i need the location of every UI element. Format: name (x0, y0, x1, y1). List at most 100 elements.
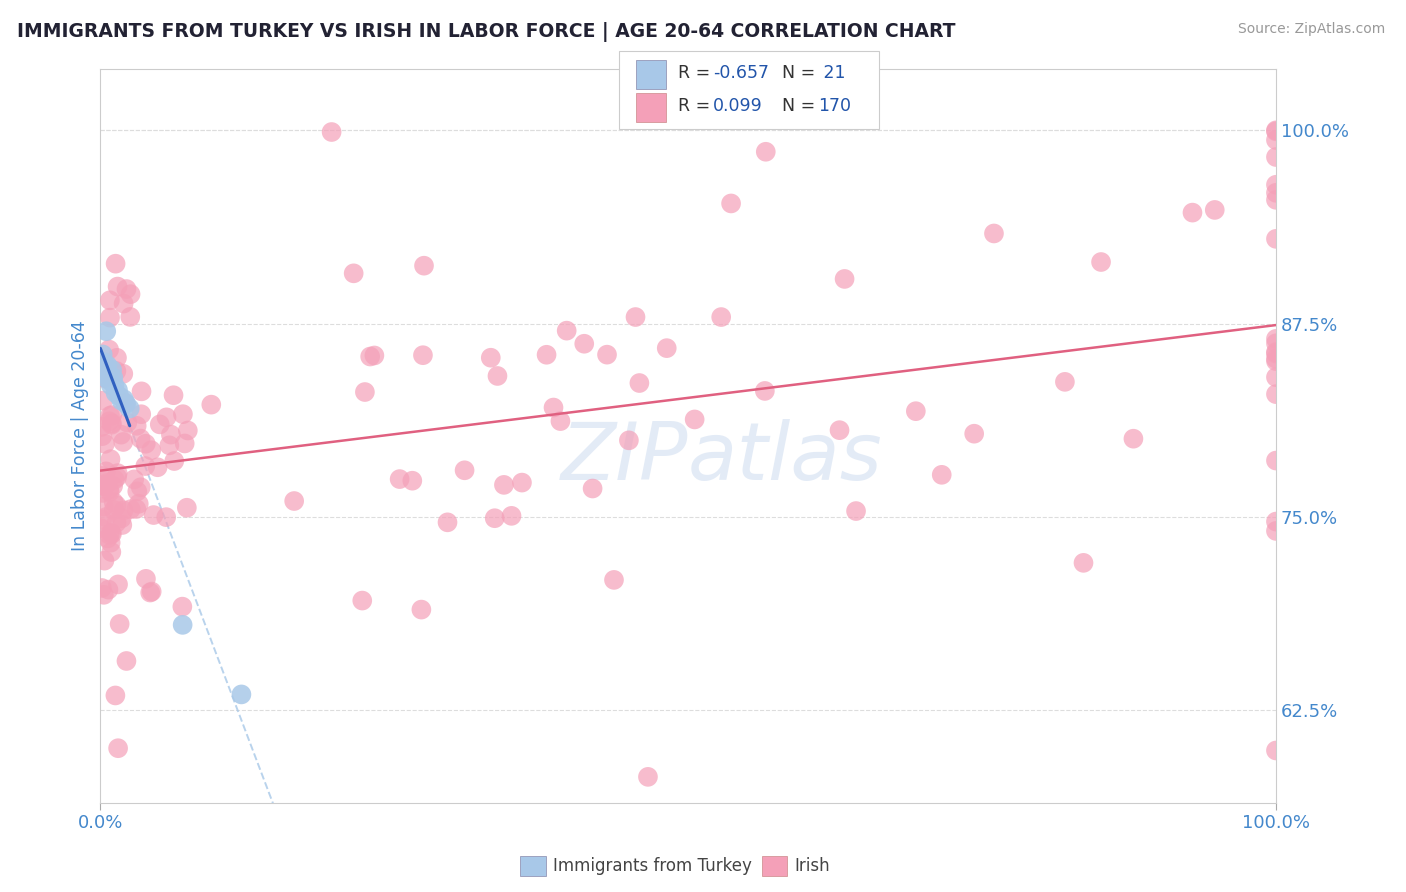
Point (93, 358, 115, 372)
Point (125, 418, 148, 433)
Point (484, 511, 506, 525)
Point (536, 348, 558, 362)
Point (98, 310, 121, 325)
Point (146, 460, 169, 475)
Point (93, 355, 115, 369)
Point (1265, 351, 1288, 366)
Point (845, 504, 868, 518)
Point (754, 384, 776, 398)
Point (98, 414, 121, 428)
Point (97, 582, 120, 597)
Point (108, 616, 131, 631)
Point (128, 497, 150, 511)
Point (93, 478, 115, 492)
Point (98, 527, 121, 541)
Point (111, 518, 134, 533)
Point (104, 473, 127, 487)
Point (112, 392, 135, 407)
Point (1265, 524, 1288, 538)
Point (834, 272, 856, 286)
Point (115, 282, 138, 296)
Point (125, 502, 148, 516)
Point (91, 347, 114, 361)
Point (103, 370, 125, 384)
Text: Irish: Irish (794, 857, 830, 875)
Point (96, 324, 118, 338)
Point (90, 521, 112, 535)
Point (104, 689, 127, 703)
Point (172, 407, 194, 421)
Point (963, 426, 986, 441)
Point (100, 378, 122, 392)
Point (904, 404, 927, 418)
Point (710, 310, 733, 324)
Point (1265, 123, 1288, 137)
Point (112, 367, 135, 381)
Point (90, 420, 112, 434)
Point (321, 125, 343, 139)
Point (129, 407, 152, 421)
Point (93, 554, 115, 568)
Point (101, 479, 124, 493)
Point (105, 351, 128, 365)
Point (581, 482, 603, 496)
Point (683, 412, 706, 426)
Point (1265, 124, 1288, 138)
Point (177, 424, 200, 438)
Point (510, 475, 533, 490)
Point (436, 516, 458, 530)
Point (90, 363, 112, 377)
Point (1122, 432, 1144, 446)
Point (1265, 332, 1288, 346)
Point (155, 410, 177, 425)
Point (90, 581, 112, 595)
Point (1265, 354, 1288, 368)
Point (114, 396, 136, 410)
Point (107, 741, 129, 756)
Point (98, 483, 121, 497)
Point (91, 478, 114, 492)
Point (112, 434, 135, 449)
Point (141, 443, 163, 458)
Point (98, 374, 121, 388)
Point (94, 437, 117, 451)
Point (100, 452, 122, 467)
Point (359, 350, 381, 364)
Point (479, 351, 502, 365)
Point (200, 398, 222, 412)
Point (1265, 336, 1288, 351)
Point (1265, 515, 1288, 529)
Point (176, 500, 198, 515)
Point (97, 532, 120, 546)
Point (1265, 346, 1288, 360)
Point (98, 485, 121, 500)
Point (97, 368, 120, 382)
Point (110, 511, 132, 525)
Point (1265, 743, 1288, 757)
Point (103, 503, 125, 517)
Point (101, 526, 124, 541)
Point (120, 287, 142, 301)
Point (1265, 345, 1288, 359)
Point (94, 464, 117, 478)
Point (127, 484, 149, 499)
Point (1265, 150, 1288, 164)
Point (1265, 370, 1288, 384)
Point (412, 348, 434, 362)
Point (501, 508, 523, 523)
Point (555, 324, 578, 338)
Point (93, 588, 115, 602)
Point (120, 310, 142, 324)
Point (628, 376, 651, 390)
Point (110, 393, 132, 408)
Point (129, 480, 152, 494)
Point (94, 370, 117, 384)
Point (983, 227, 1005, 241)
Point (1265, 133, 1288, 147)
Point (103, 495, 125, 509)
Point (134, 458, 156, 473)
Point (96, 475, 118, 490)
Point (155, 510, 177, 524)
Point (108, 389, 131, 403)
Point (122, 472, 145, 486)
